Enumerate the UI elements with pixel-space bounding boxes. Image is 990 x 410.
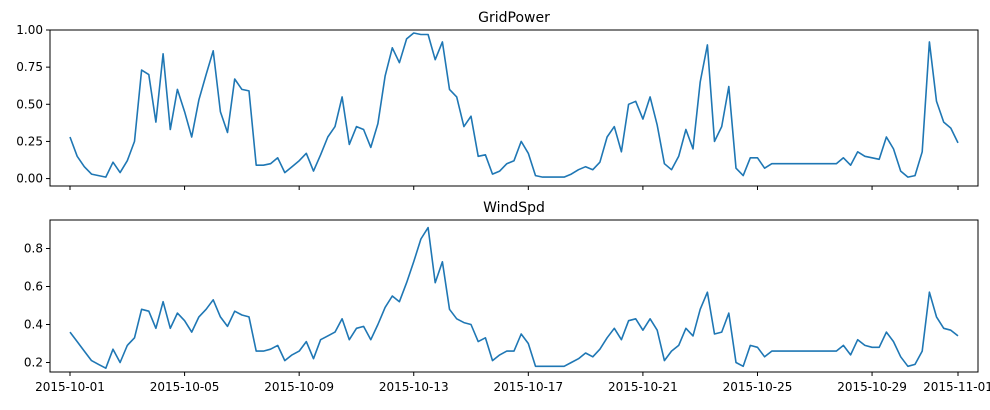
x-tick-label: 2015-10-13 (379, 380, 449, 394)
windspd-panel: WindSpd 0.2 0.4 0.6 0.8 2015-10-01 2015-10-05… (24, 200, 990, 394)
windspd-plot: 0.2 0.4 0.6 0.8 2015-10-01 2015-10-05 2015-10-… (24, 226, 990, 394)
y-tick-label: 0.25 (16, 134, 43, 148)
y-tick-label: 0.00 (16, 172, 43, 186)
x-tick-label: 2015-10-01 (35, 380, 105, 394)
x-tick-label: 2015-10-29 (837, 380, 907, 394)
y-tick-label: 0.6 (24, 280, 43, 294)
y-tick-label: 0.50 (16, 97, 43, 111)
windspd-line (69, 226, 959, 369)
windspd-frame (49, 219, 979, 373)
y-tick-label: 0.8 (24, 242, 43, 256)
gridpower-plot: 0.00 0.25 0.50 0.75 1.00 (16, 23, 959, 190)
gridpower-panel: GridPower 0.00 0.25 0.50 0.75 1.00 (16, 10, 979, 190)
gridpower-frame (49, 29, 979, 187)
y-tick-label: 0.75 (16, 60, 43, 74)
gridpower-title: GridPower (478, 10, 550, 26)
x-tick-label: 2015-10-25 (723, 380, 793, 394)
x-tick-label: 2015-10-17 (493, 380, 563, 394)
y-tick-label: 0.4 (24, 318, 43, 332)
y-tick-label: 0.2 (24, 356, 43, 370)
gridpower-line (69, 32, 959, 178)
x-tick-label: 2015-10-21 (608, 380, 678, 394)
x-tick-label: 2015-10-09 (264, 380, 334, 394)
x-tick-label: 2015-10-05 (150, 380, 220, 394)
x-tick-label: 2015-11-01 (923, 380, 990, 394)
y-tick-label: 1.00 (16, 23, 43, 37)
windspd-title: WindSpd (483, 200, 545, 216)
